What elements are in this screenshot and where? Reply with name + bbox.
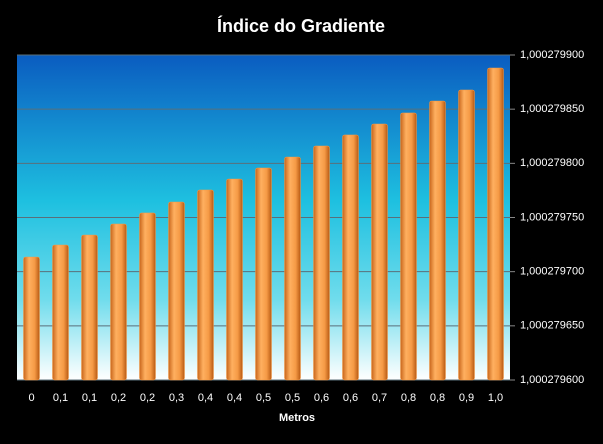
x-tick-label: 0,1 — [53, 392, 68, 404]
bar — [168, 201, 185, 381]
x-tick-label: 0 — [28, 392, 34, 404]
bar — [139, 212, 156, 381]
x-tick-label: 0,2 — [140, 392, 155, 404]
y-tick-label: 1,000279850 — [520, 103, 584, 115]
x-tick-label: 1,0 — [488, 392, 503, 404]
x-tick-label: 0,6 — [314, 392, 329, 404]
x-tick-label: 0,4 — [198, 392, 213, 404]
x-tick-label: 0,5 — [256, 392, 271, 404]
x-tick-label: 0,8 — [430, 392, 445, 404]
x-axis-label: Metros — [279, 412, 315, 424]
y-tick-label: 1,000279700 — [520, 266, 584, 278]
bar — [23, 256, 40, 381]
x-tick-label: 0,6 — [343, 392, 358, 404]
chart-title: Índice do Gradiente — [217, 15, 385, 36]
x-tick-label: 0,3 — [169, 392, 184, 404]
x-tick-label: 0,8 — [401, 392, 416, 404]
bar — [429, 100, 446, 381]
bar — [400, 112, 417, 381]
y-tick-label: 1,000279900 — [520, 49, 584, 61]
x-tick-label: 0,1 — [82, 392, 97, 404]
x-tick-label: 0,2 — [111, 392, 126, 404]
bar — [110, 223, 127, 381]
bar — [487, 67, 504, 381]
x-tick-label: 0,7 — [372, 392, 387, 404]
bar — [342, 134, 359, 381]
bar — [458, 89, 475, 381]
y-tick-label: 1,000279650 — [520, 320, 584, 332]
y-tick-label: 1,000279750 — [520, 211, 584, 223]
x-tick-label: 0,5 — [285, 392, 300, 404]
bar — [81, 234, 98, 381]
x-tick-label: 0,9 — [459, 392, 474, 404]
bar — [255, 167, 272, 381]
y-tick-label: 1,000279800 — [520, 157, 584, 169]
bar — [313, 145, 330, 381]
bar — [52, 244, 69, 381]
bar — [371, 123, 388, 381]
bar — [197, 189, 214, 381]
y-tick-label: 1,000279600 — [520, 374, 584, 386]
x-tick-label: 0,4 — [227, 392, 242, 404]
bar — [226, 178, 243, 381]
bar — [284, 156, 301, 381]
